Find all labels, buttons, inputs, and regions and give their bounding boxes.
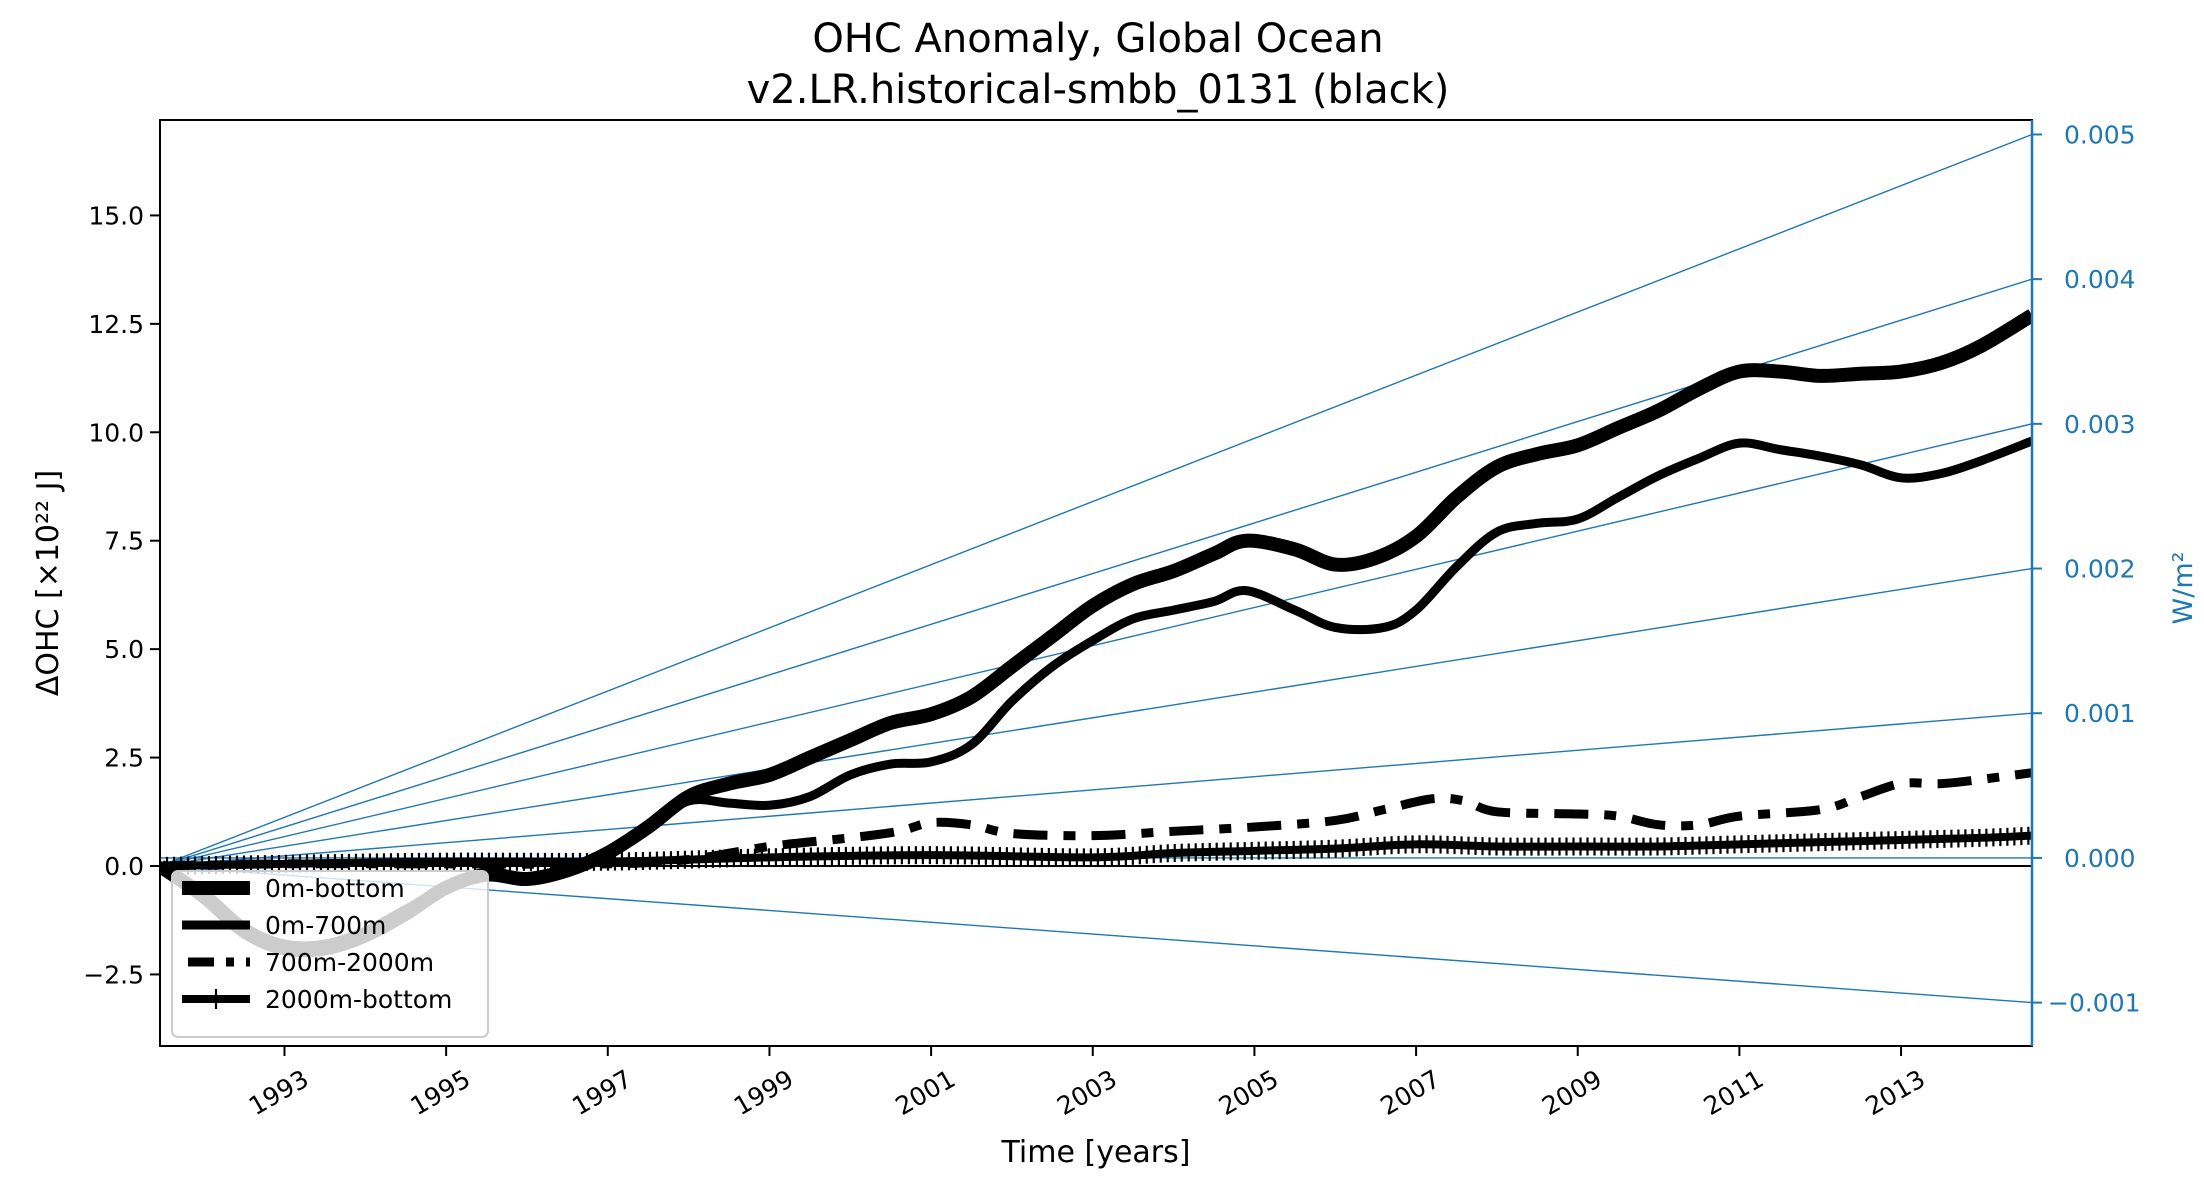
legend: 0m-bottom 0m-700m 700m-2000m 2000m-bottom — [171, 870, 489, 1038]
y-tick-label: −2.5 — [83, 960, 144, 989]
y-tick-label: 15.0 — [88, 201, 144, 230]
y-tick-label: 10.0 — [88, 418, 144, 447]
y-axis-right-label: W/m² — [2168, 552, 2199, 625]
x-tick-label: 1997 — [567, 1064, 637, 1121]
x-tick-label: 2001 — [891, 1064, 961, 1121]
reference-line-2 — [160, 567, 2032, 867]
y-axis-label: ΔOHC [×10²² J] — [31, 470, 66, 696]
chart-title: OHC Anomaly, Global Ocean — [812, 16, 1383, 62]
y-tick-label: 0.0 — [104, 852, 144, 881]
y-right-tick-label: 0.003 — [2064, 410, 2136, 439]
legend-box — [171, 870, 489, 1038]
y-tick-label: 7.5 — [104, 527, 144, 556]
series-layer — [160, 309, 2032, 958]
x-tick-label: 1993 — [244, 1064, 314, 1121]
x-tick-label: 1999 — [729, 1064, 799, 1121]
x-tick-label: 2009 — [1537, 1064, 1607, 1121]
y-tick-label: 12.5 — [88, 310, 144, 339]
x-tick-label: 2003 — [1052, 1064, 1122, 1121]
series-line-700m-2000m — [160, 768, 2032, 871]
y-right-tick-label: 0.004 — [2064, 265, 2136, 294]
legend-label: 0m-bottom — [265, 874, 405, 903]
x-tick-label: 1995 — [406, 1064, 476, 1121]
y-axis-right: −0.001 0.000 0.001 0.002 0.003 0.004 0.005 — [2032, 120, 2141, 1018]
y-right-tick-label: −0.001 — [2048, 989, 2141, 1018]
reference-line-5 — [160, 133, 2032, 867]
x-tick-label: 2005 — [1214, 1064, 1284, 1121]
x-axis-label: Time [years] — [1001, 1135, 1191, 1170]
reference-line-1 — [160, 712, 2032, 867]
x-tick-label: 2007 — [1375, 1064, 1445, 1121]
y-right-tick-label: 0.000 — [2064, 844, 2136, 873]
x-tick-label: 2011 — [1699, 1064, 1769, 1121]
legend-label: 0m-700m — [265, 911, 386, 940]
y-right-tick-label: 0.005 — [2064, 120, 2136, 149]
y-tick-label: 5.0 — [104, 635, 144, 664]
reference-line-3 — [160, 423, 2032, 867]
x-axis: 1993 1995 1997 1999 2001 2003 2005 2007 2009 2011… — [244, 1046, 1930, 1121]
y-tick-label: 2.5 — [104, 744, 144, 773]
chart-subtitle: v2.LR.historical-smbb_0131 (black) — [747, 67, 1450, 113]
y-axis-left: −2.5 0.0 2.5 5.0 7.5 10.0 12.5 15.0 — [83, 201, 160, 989]
y-right-tick-label: 0.002 — [2064, 555, 2136, 584]
x-tick-label: 2013 — [1860, 1064, 1930, 1121]
y-right-tick-label: 0.001 — [2064, 699, 2136, 728]
legend-label: 700m-2000m — [265, 948, 434, 977]
legend-label: 2000m-bottom — [265, 985, 452, 1014]
